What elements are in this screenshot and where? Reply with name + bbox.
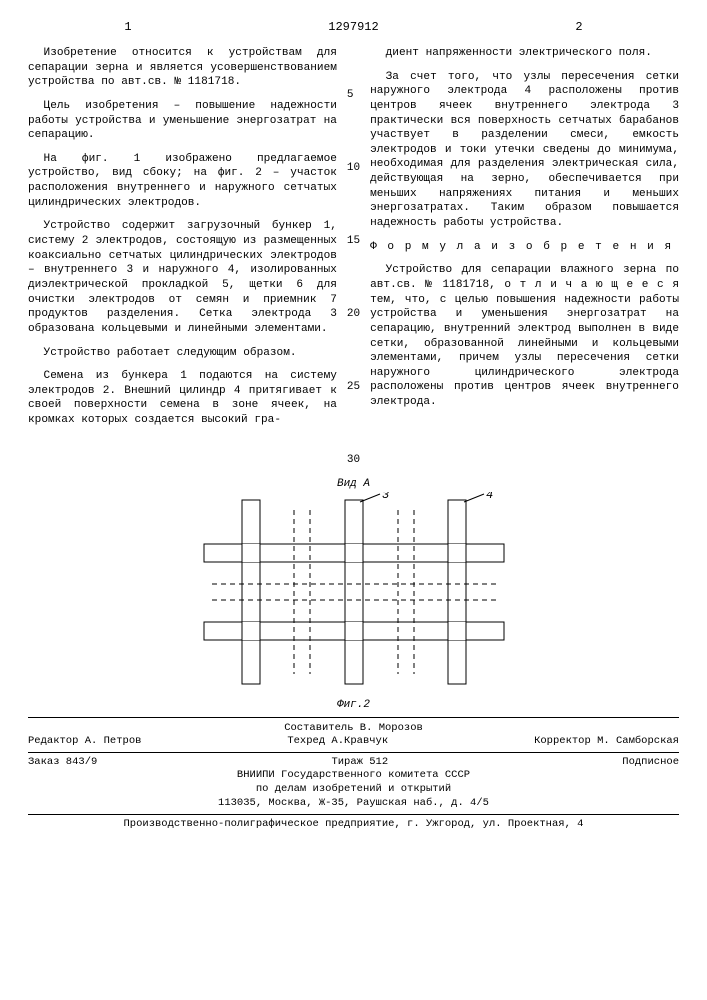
column-1: Изобретение относится к устройствам для … (28, 46, 337, 468)
ln: 30 (347, 453, 360, 468)
credits-block: Составитель В. Морозов Редактор А. Петро… (28, 717, 679, 748)
ln: 15 (347, 234, 360, 249)
figure-top-label: Вид А (184, 478, 524, 490)
tehred: Техред А.Кравчук (287, 735, 388, 747)
compositor: Составитель В. Морозов (28, 722, 679, 734)
page-left: 1 (28, 20, 228, 34)
ln: 20 (347, 307, 360, 322)
editor: Редактор А. Петров (28, 735, 141, 747)
c1-p6: Семена из бункера 1 подаются на систему … (28, 369, 337, 428)
tirage: Тираж 512 (331, 756, 388, 768)
column-2: диент напряженности электрического поля.… (370, 46, 679, 468)
outer-grid (204, 500, 504, 684)
figure-bottom-label: Фиг.2 (184, 699, 524, 711)
ln: 25 (347, 380, 360, 395)
order: Заказ 843/9 (28, 756, 97, 768)
figure-2: Вид А (184, 478, 524, 711)
formula-title: Ф о р м у л а и з о б р е т е н и я (370, 240, 679, 255)
org1: ВНИИПИ Государственного комитета СССР (28, 768, 679, 782)
c2-p3: Устройство для сепарации влажного зерна … (370, 263, 679, 409)
doc-number: 1297912 (254, 20, 454, 34)
corrector: Корректор М. Самборская (534, 735, 679, 747)
c1-p3: На фиг. 1 изображено предлагаемое устрой… (28, 152, 337, 211)
org2: по делам изобретений и открытий (28, 782, 679, 796)
figure-svg: 3 4 (184, 492, 524, 692)
footer-block: Заказ 843/9 Тираж 512 Подписное ВНИИПИ Г… (28, 752, 679, 810)
line-numbers: 5 10 15 20 25 30 (347, 46, 360, 468)
ref-3: 3 (382, 492, 389, 502)
c1-p1: Изобретение относится к устройствам для … (28, 46, 337, 90)
sign: Подписное (622, 756, 679, 768)
text-columns: Изобретение относится к устройствам для … (28, 46, 679, 468)
c2-p1: диент напряженности электрического поля. (370, 46, 679, 61)
ref-4: 4 (486, 492, 493, 502)
addr: 113035, Москва, Ж-35, Раушская наб., д. … (28, 796, 679, 810)
c1-p4: Устройство содержит загрузочный бункер 1… (28, 219, 337, 336)
printing-house: Производственно-полиграфическое предприя… (28, 814, 679, 830)
ln: 5 (347, 88, 360, 103)
refs: 3 4 (360, 492, 493, 502)
c1-p5: Устройство работает следующим образом. (28, 346, 337, 361)
c2-p2: За счет того, что узлы пересечения сетки… (370, 70, 679, 231)
header: 1 1297912 2 (28, 20, 679, 34)
ln: 10 (347, 161, 360, 176)
c1-p2: Цель изобретения – повышение надежности … (28, 99, 337, 143)
page-right: 2 (479, 20, 679, 34)
